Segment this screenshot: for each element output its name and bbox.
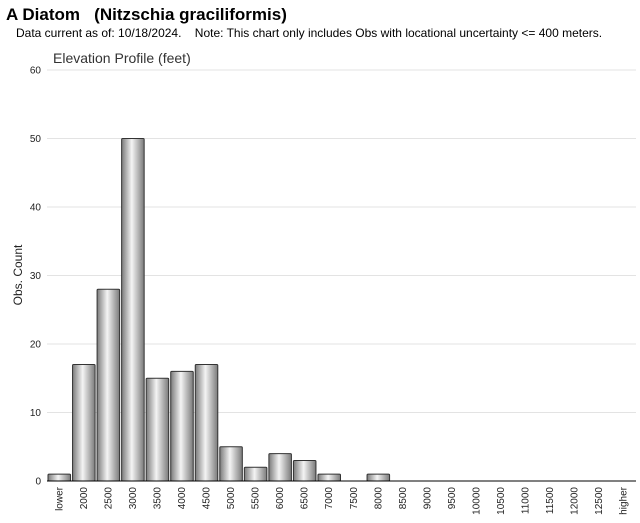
x-tick-label: 2000 — [79, 487, 90, 510]
x-tick-label: 9500 — [447, 487, 458, 510]
bar — [243, 466, 268, 482]
x-tick-label: 11500 — [545, 487, 556, 515]
x-tick-label: 4000 — [177, 487, 188, 510]
x-tick-label: 6000 — [275, 487, 286, 510]
x-tick-label: 12500 — [594, 487, 605, 515]
x-tick-label: 5500 — [251, 487, 262, 510]
x-tick-label: 10000 — [471, 487, 482, 515]
x-tick-label: 8000 — [373, 487, 384, 510]
x-tick-label: 7000 — [324, 487, 335, 510]
y-tick-label: 50 — [30, 134, 42, 145]
bar — [292, 459, 317, 482]
x-tick-label: 3000 — [128, 487, 139, 510]
x-tick-label: 3500 — [152, 487, 163, 510]
bar — [317, 473, 342, 482]
y-tick-label: 0 — [35, 477, 41, 488]
bar — [366, 473, 391, 482]
y-axis-label: Obs. Count — [11, 244, 25, 305]
x-tick-label: 6500 — [300, 487, 311, 510]
y-tick-label: 20 — [30, 340, 42, 351]
x-tick-label: 11000 — [521, 487, 532, 515]
x-tick-label: 9000 — [422, 487, 433, 510]
bars — [47, 138, 391, 482]
bar — [121, 138, 145, 482]
bar — [72, 364, 96, 482]
bar — [268, 453, 292, 482]
y-tick-label: 40 — [30, 203, 42, 214]
bar — [96, 288, 121, 482]
bar — [219, 446, 243, 482]
x-tick-label: lower — [54, 486, 65, 511]
y-tick-label: 60 — [30, 66, 42, 77]
page-title: A Diatom (Nitzschia graciliformis) — [6, 5, 287, 24]
x-tick-label: higher — [619, 486, 630, 514]
bar — [47, 473, 72, 482]
bar — [170, 370, 194, 482]
x-tick-label: 8500 — [398, 487, 409, 510]
x-tick-label: 7500 — [349, 487, 360, 510]
x-tick-label: 12000 — [570, 487, 581, 515]
x-tick-label: 2500 — [103, 487, 114, 510]
bar — [194, 364, 219, 482]
axes: 0 10 20 30 40 50 60 lower 2000 2500 3000 3500 4000 45… — [30, 66, 636, 515]
data-note: Data current as of: 10/18/2024. Note: Th… — [16, 26, 603, 40]
grid-lines — [47, 69, 636, 413]
y-tick-label: 10 — [30, 408, 42, 419]
x-tick-label: 4500 — [202, 487, 213, 510]
x-tick-label: 5000 — [226, 487, 237, 510]
bar — [145, 377, 170, 482]
chart-title: Elevation Profile (feet) — [53, 50, 191, 66]
y-tick-label: 30 — [30, 271, 42, 282]
x-tick-label: 10500 — [496, 487, 507, 515]
